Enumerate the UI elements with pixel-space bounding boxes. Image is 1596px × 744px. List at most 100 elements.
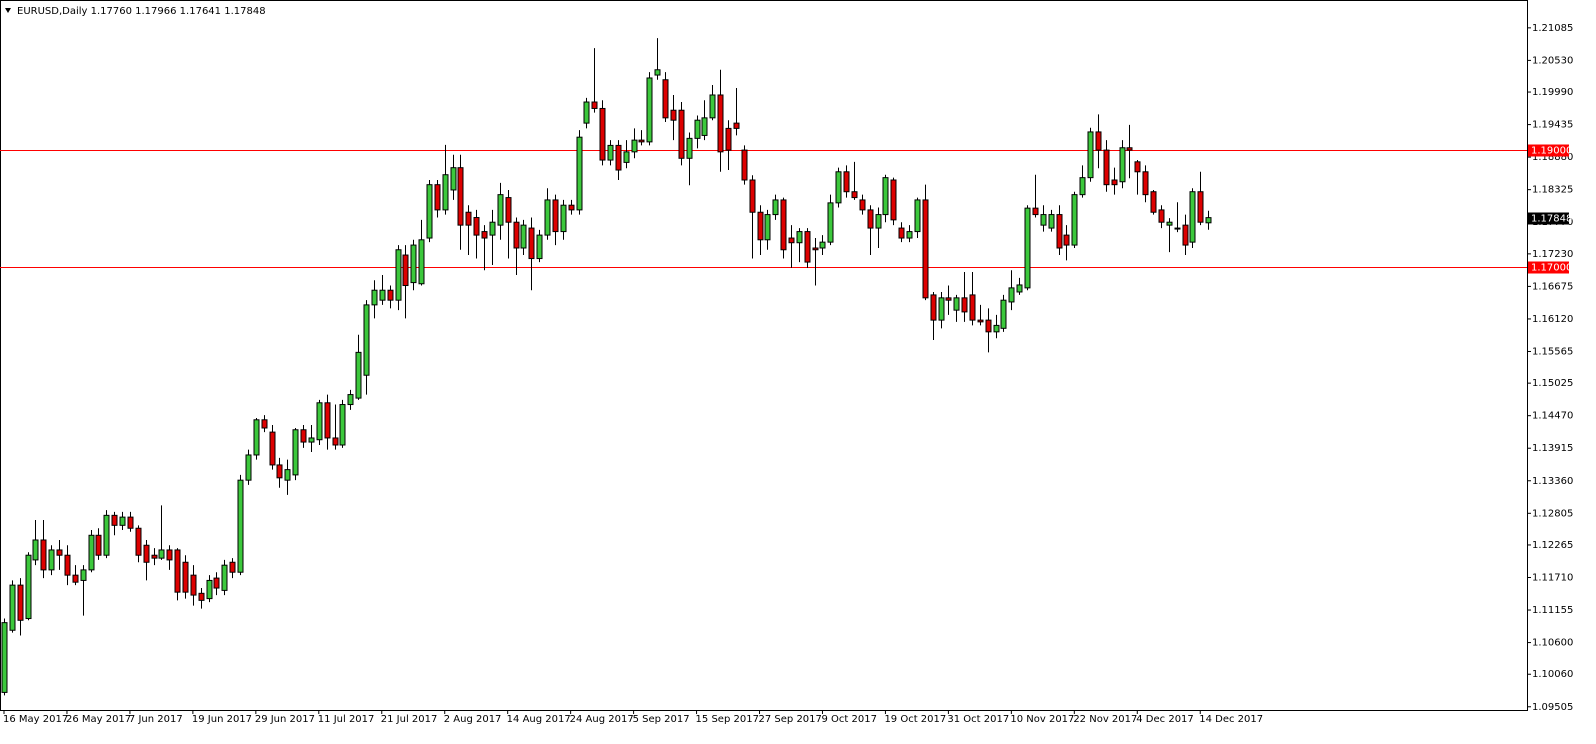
candle-body bbox=[245, 454, 252, 481]
y-tick-label: 1.21085 bbox=[1532, 23, 1573, 34]
candle-body bbox=[40, 539, 47, 571]
candle-body bbox=[143, 544, 150, 563]
x-tick-label: 16 May 2017 bbox=[3, 714, 68, 725]
candle-body bbox=[213, 577, 220, 589]
y-tick-label: 1.15025 bbox=[1532, 378, 1573, 389]
candle-body bbox=[457, 167, 464, 226]
y-tick-label: 1.19435 bbox=[1532, 120, 1573, 131]
candle-body bbox=[284, 469, 291, 481]
candle-body bbox=[576, 136, 583, 211]
candle-body bbox=[95, 534, 102, 556]
candle-body bbox=[442, 174, 449, 211]
candle-body bbox=[906, 231, 913, 239]
candle-body bbox=[17, 584, 24, 621]
candle-body bbox=[583, 101, 590, 124]
candle-body bbox=[1079, 177, 1086, 196]
candle-body bbox=[607, 144, 614, 161]
candle-body bbox=[48, 549, 55, 571]
candle-body bbox=[961, 297, 968, 313]
candle-body bbox=[410, 244, 417, 284]
menu-triangle[interactable] bbox=[5, 8, 11, 13]
candle-body bbox=[513, 221, 520, 249]
candle-body bbox=[985, 319, 992, 333]
candle-body bbox=[638, 139, 645, 143]
x-tick-label: 31 Oct 2017 bbox=[947, 714, 1009, 725]
candle-body bbox=[1150, 191, 1157, 213]
candle-body bbox=[1, 622, 8, 693]
candle-body bbox=[395, 249, 402, 301]
candle-body bbox=[9, 584, 16, 631]
candle-body bbox=[1189, 191, 1196, 243]
y-tick-label: 1.10600 bbox=[1532, 638, 1573, 649]
candle-body bbox=[347, 394, 354, 406]
candle-body bbox=[615, 144, 622, 171]
candle-body bbox=[922, 199, 929, 299]
candle-body bbox=[733, 122, 740, 129]
candle-body bbox=[591, 101, 598, 109]
x-tick-label: 27 Sep 2017 bbox=[759, 714, 822, 725]
candle-body bbox=[694, 119, 701, 139]
candle-body bbox=[237, 479, 244, 573]
y-tick-label: 1.18880 bbox=[1532, 152, 1573, 163]
chart-title: EURUSD,Daily 1.17760 1.17966 1.17641 1.1… bbox=[17, 6, 266, 17]
candle-body bbox=[914, 199, 921, 233]
x-tick-label: 2 Aug 2017 bbox=[444, 714, 502, 725]
level-label: 1.17000 bbox=[1531, 263, 1572, 274]
candle-body bbox=[111, 514, 118, 526]
candle-body bbox=[80, 569, 87, 581]
candle-body bbox=[646, 77, 653, 143]
candle-body bbox=[135, 527, 142, 556]
candle-body bbox=[379, 289, 386, 301]
y-tick-label: 1.10060 bbox=[1532, 669, 1573, 680]
x-tick-label: 14 Dec 2017 bbox=[1199, 714, 1263, 725]
level-label-box bbox=[1528, 144, 1569, 157]
candle-body bbox=[764, 214, 771, 241]
y-tick-label: 1.13915 bbox=[1532, 443, 1573, 454]
candle-body bbox=[1008, 287, 1015, 303]
candle-body bbox=[505, 197, 512, 223]
candle-body bbox=[599, 107, 606, 161]
candle-body bbox=[678, 109, 685, 159]
candle-body bbox=[1197, 191, 1204, 223]
candle-body bbox=[292, 429, 299, 476]
candle-body bbox=[717, 94, 724, 153]
candle-body bbox=[119, 516, 126, 526]
y-tick-label: 1.09505 bbox=[1532, 702, 1573, 713]
candle-body bbox=[497, 194, 504, 226]
candle-body bbox=[835, 171, 842, 204]
y-tick-label: 1.14470 bbox=[1532, 411, 1573, 422]
candle-body bbox=[520, 224, 527, 249]
candle-body bbox=[993, 324, 1000, 333]
candle-body bbox=[418, 239, 425, 285]
y-tick-label: 1.16675 bbox=[1532, 281, 1573, 292]
candle-body bbox=[772, 199, 779, 216]
x-tick-label: 19 Oct 2017 bbox=[884, 714, 946, 725]
y-tick-label: 1.16120 bbox=[1532, 314, 1573, 325]
x-tick-label: 10 Nov 2017 bbox=[1010, 714, 1074, 725]
candle-body bbox=[812, 247, 819, 251]
candle-body bbox=[481, 231, 488, 239]
candle-body bbox=[1111, 179, 1118, 186]
candle-body bbox=[528, 227, 535, 260]
candle-body bbox=[1087, 131, 1094, 179]
y-tick-label: 1.11710 bbox=[1532, 572, 1573, 583]
candle-body bbox=[450, 167, 457, 191]
candle-body bbox=[827, 202, 834, 243]
candle-body bbox=[339, 404, 346, 446]
candle-body bbox=[434, 184, 441, 211]
candle-body bbox=[426, 184, 433, 239]
candle-body bbox=[623, 151, 630, 163]
candle-body bbox=[198, 592, 205, 601]
candle-body bbox=[300, 429, 307, 443]
candle-body bbox=[1071, 194, 1078, 246]
candle-body bbox=[536, 234, 543, 260]
candle-body bbox=[544, 199, 551, 236]
candle-body bbox=[938, 297, 945, 321]
candle-body bbox=[749, 179, 756, 213]
candle-body bbox=[32, 539, 39, 561]
candle-body bbox=[1048, 214, 1055, 229]
candle-body bbox=[969, 294, 976, 321]
y-tick-label: 1.12265 bbox=[1532, 540, 1573, 551]
candle-body bbox=[662, 79, 669, 119]
